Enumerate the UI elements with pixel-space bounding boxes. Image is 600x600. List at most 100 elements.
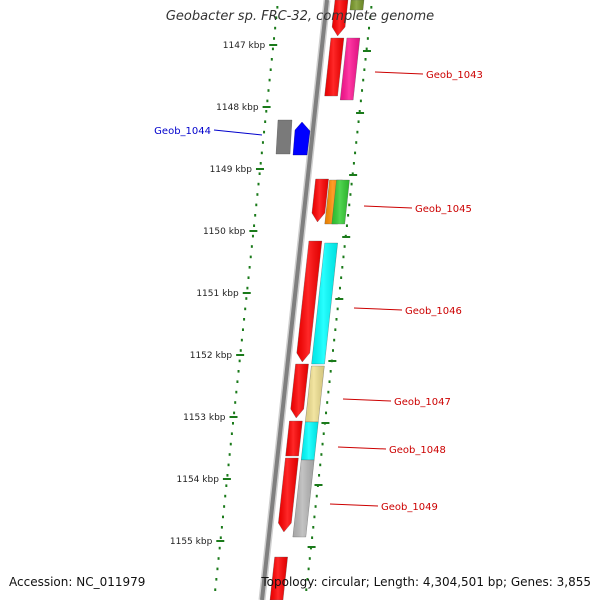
ruler-dot: [356, 130, 359, 134]
cds-feature: [331, 0, 349, 37]
ruler-dot: [241, 328, 244, 331]
ruler-dot: [351, 172, 354, 175]
gene-name[interactable]: Geob_1046: [405, 306, 462, 317]
ruler-dot: [352, 162, 355, 165]
ruler-dot: [236, 380, 239, 383]
ruler-dot: [338, 286, 341, 290]
gene-label-geob-1046[interactable]: Geob_1046: [353, 306, 462, 317]
ruler-dot: [327, 390, 330, 394]
ruler-dot: [309, 546, 312, 550]
ruler-dot: [336, 307, 339, 311]
ruler-dot: [308, 557, 311, 560]
ruler-dot: [358, 110, 361, 113]
ruler-dot: [359, 99, 362, 103]
ruler-dot: [255, 203, 258, 207]
ruler-dot: [326, 401, 329, 404]
ruler-dot: [369, 16, 372, 19]
ruler-dot: [325, 411, 328, 415]
ruler-dot: [264, 120, 267, 123]
khaki-feature: [305, 365, 325, 423]
ruler-dot: [258, 172, 261, 175]
ruler-dot: [341, 266, 344, 269]
ruler-dot: [313, 515, 316, 519]
ruler-dot: [307, 567, 310, 571]
ruler-dot: [340, 276, 343, 279]
ruler-dot: [311, 536, 314, 539]
cds-feature: [278, 457, 299, 533]
green-feature: [331, 179, 350, 225]
gene-label-geob-1045[interactable]: Geob_1045: [363, 204, 472, 215]
ruler-dot: [231, 422, 234, 425]
ruler-dot: [361, 89, 364, 92]
ruler-dot: [314, 505, 317, 508]
ruler-dot: [256, 193, 259, 196]
ruler-dot: [274, 26, 277, 30]
ruler-dot: [334, 328, 337, 331]
ruler-dot: [366, 37, 369, 40]
gene-label-geob-1043[interactable]: Geob_1043: [374, 70, 483, 81]
tick-label: 1155 kbp: [170, 537, 213, 547]
backbone-layer: [258, 0, 331, 600]
ruler-dot: [345, 224, 348, 227]
ruler-dot: [263, 130, 266, 134]
ruler-dot: [349, 193, 352, 196]
gene-label-geob-1047[interactable]: Geob_1047: [342, 397, 451, 408]
ruler-dot: [276, 6, 279, 9]
gene-label-geob-1049[interactable]: Geob_1049: [329, 502, 438, 513]
ruler-dot: [320, 453, 323, 456]
ruler-dot: [235, 390, 238, 394]
ruler-dot: [319, 463, 322, 467]
ruler-dot: [368, 26, 371, 30]
ruler-dot: [250, 245, 253, 248]
cds-feature: [290, 363, 309, 419]
gene-label-geob-1048[interactable]: Geob_1048: [337, 445, 446, 456]
ruler-dot: [362, 78, 365, 82]
leader-line: [329, 503, 379, 507]
ruler-dot: [253, 224, 256, 227]
leader-line: [353, 307, 403, 311]
gene-name[interactable]: Geob_1045: [415, 204, 472, 215]
ruler-dot: [219, 536, 222, 539]
ruler-dot: [229, 442, 232, 446]
ruler-dot: [271, 47, 274, 51]
ruler-dot: [350, 182, 353, 186]
ruler-dot: [354, 151, 357, 155]
gene-name[interactable]: Geob_1043: [426, 70, 483, 81]
olive-feature: [349, 0, 365, 11]
ruler-dot: [249, 255, 252, 259]
ruler-dot: [265, 110, 268, 113]
ruler-dot: [239, 349, 242, 352]
ruler-dot: [261, 141, 264, 144]
cyan-feature: [300, 421, 319, 461]
ruler-dot: [254, 214, 257, 217]
cds-feature: [269, 556, 288, 600]
cyan-feature: [311, 242, 338, 365]
gene-name[interactable]: Geob_1049: [381, 502, 438, 513]
tick-label: 1148 kbp: [216, 103, 259, 113]
ruler-dot: [233, 411, 236, 415]
leader-line: [374, 71, 424, 75]
accession-label: Accession: NC_011979: [9, 575, 146, 589]
ruler-dot: [246, 286, 249, 290]
gene-name[interactable]: Geob_1047: [394, 397, 451, 408]
ruler-dot: [220, 526, 223, 529]
ruler-dot: [342, 255, 345, 259]
leader-line: [213, 129, 263, 136]
ruler-dot: [333, 338, 336, 342]
gene-label-geob-1044[interactable]: Geob_1044: [154, 126, 263, 137]
gene-name[interactable]: Geob_1048: [389, 445, 446, 456]
silver-feature: [292, 459, 315, 538]
feature-track: [269, 0, 365, 600]
tick-label: 1150 kbp: [203, 227, 246, 237]
magenta-feature: [339, 37, 361, 101]
gene-name[interactable]: Geob_1044: [154, 126, 211, 137]
map-title: Geobacter sp. FRC-32, complete genome: [165, 9, 435, 24]
ruler-dot: [322, 432, 325, 435]
ruler-dot: [270, 58, 273, 61]
tick-label: 1149 kbp: [210, 165, 253, 175]
cds-feature: [311, 178, 329, 223]
ruler-dot: [214, 588, 217, 591]
ruler-dot: [268, 78, 271, 82]
ruler-dot: [365, 47, 368, 51]
ruler-dot: [347, 214, 350, 217]
